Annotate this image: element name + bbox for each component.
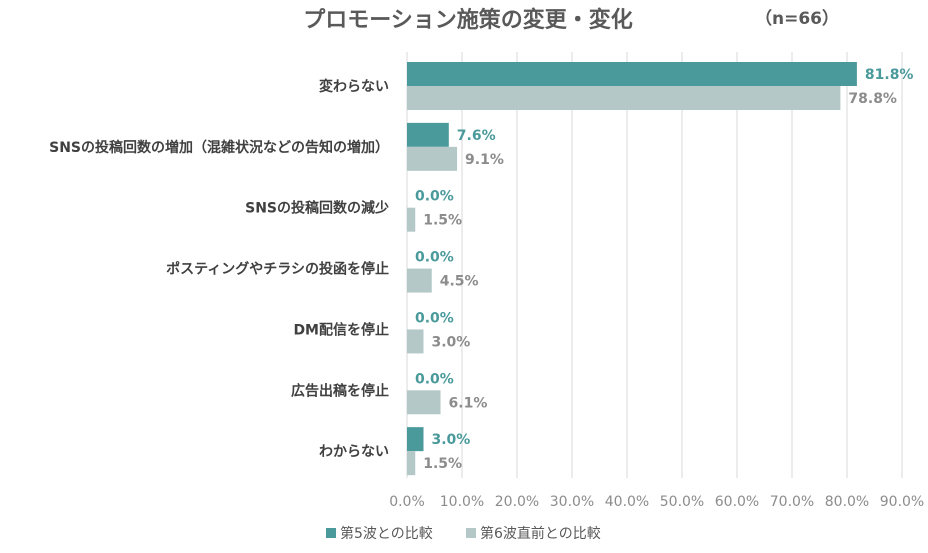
category-label: 広告出稿を停止 [291,382,389,399]
x-tick-label: 60.0% [715,494,759,510]
bar-series-2 [407,207,416,232]
legend-label-series-1: 第5波との比較 [340,525,433,542]
category-label: ポスティングやチラシの投函を停止 [166,261,389,278]
x-tick-label: 20.0% [495,494,539,510]
data-label-series-2: 9.1% [465,152,504,168]
bar-series-2 [407,268,432,293]
x-tick-label: 90.0% [880,494,924,510]
bar-series-2 [407,451,416,476]
category-label: SNSの投稿回数の増加（混雑状況などの告知の増加） [49,139,389,156]
bar-series-2 [407,329,424,354]
data-label-series-2: 1.5% [423,213,462,229]
bar-series-2 [407,86,841,110]
data-label-series-1: 7.6% [457,128,496,144]
x-tick-label: 80.0% [825,494,869,510]
data-label-series-1: 3.0% [432,432,471,448]
legend: 第5波との比較 第6波直前との比較 [326,525,601,542]
bar-series-1 [407,122,449,147]
bar-series-1 [407,427,424,452]
data-label-series-2: 78.8% [848,91,897,107]
sample-size-note: （n=66） [755,8,839,29]
bar-series-2 [407,390,441,415]
x-tick-label: 50.0% [660,494,704,510]
bar-series-2 [407,146,458,171]
data-label-series-2: 3.0% [432,334,471,350]
data-label-series-2: 1.5% [423,456,462,472]
legend-swatch-series-2 [466,528,476,538]
data-label-series-1: 81.8% [865,67,914,83]
x-tick-label: 40.0% [605,494,649,510]
legend-label-series-2: 第6波直前との比較 [480,525,601,542]
chart-title: プロモーション施策の変更・変化 [303,7,633,33]
x-tick-label: 0.0% [389,494,425,510]
category-label: 変わらない [319,78,389,95]
data-label-series-1: 0.0% [415,310,454,326]
category-label: DM配信を停止 [293,321,389,338]
data-label-series-1: 0.0% [415,250,454,266]
x-tick-label: 30.0% [550,494,594,510]
data-label-series-1: 0.0% [415,189,454,205]
data-label-series-2: 4.5% [440,274,479,290]
category-label: わからない [319,444,389,460]
bar-series-1 [407,62,857,86]
data-label-series-2: 6.1% [449,395,488,411]
category-label: SNSの投稿回数の減少 [245,200,389,217]
x-tick-label: 70.0% [770,494,814,510]
data-label-series-1: 0.0% [415,371,454,387]
legend-swatch-series-1 [326,528,336,538]
x-tick-label: 10.0% [440,494,484,510]
